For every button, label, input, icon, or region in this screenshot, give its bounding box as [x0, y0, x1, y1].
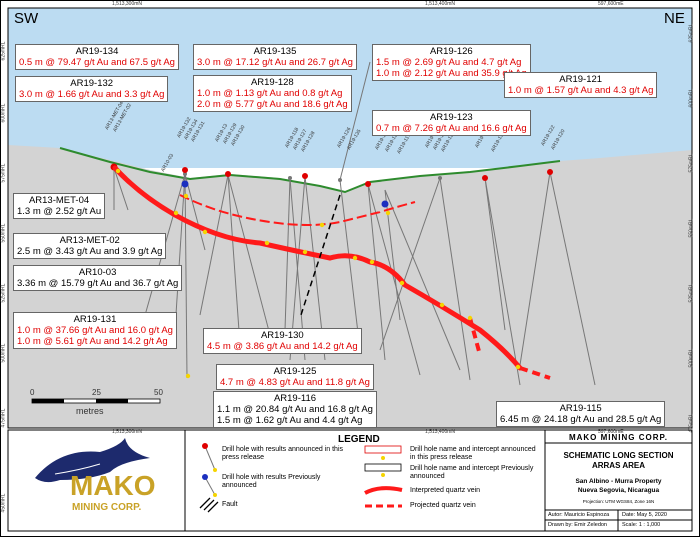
direction-sw: SW	[14, 10, 39, 27]
tb-drawn: Drawn by: Emir Zeledon	[548, 522, 607, 528]
intercept-label-ar10-03: AR10-03 3.36 m @ 15.79 g/t Au and 36.7 g/…	[13, 265, 183, 291]
legend-item: Fault	[222, 501, 238, 508]
grid-label-bottom: 597,600mE	[598, 429, 624, 435]
intercept-label-ar19-134: AR19-134 0.5 m @ 79.47 g/t Au and 67.5 g/…	[15, 44, 179, 70]
intercept-label-ar19-131: AR19-131 1.0 m @ 37.66 g/t Au and 16.0 g/…	[13, 312, 177, 349]
intercept-markers	[115, 168, 521, 379]
legend-item: Drill hole name and intercept announced …	[410, 446, 536, 461]
elevation-label: 525mRL	[0, 283, 7, 303]
elevation-label: 625mRL	[0, 41, 7, 61]
scale-tick-0: 0	[30, 388, 35, 397]
grid-label-bottom: 1,513,400mN	[425, 429, 456, 435]
elevation-label: 525mRL	[688, 283, 695, 303]
elevation-label: 575mRL	[0, 163, 7, 183]
bottom-panel	[7, 429, 693, 532]
tb-date: Date: May 5, 2020	[622, 512, 667, 518]
projected-quartz-vein	[519, 366, 551, 380]
scale-tick-25: 25	[92, 388, 101, 397]
intercept-label-ar13-met-04: AR13-MET-04 1.3 m @ 2.52 g/t Au	[13, 193, 106, 219]
intercept-label-ar13-met-02: AR13-MET-02 2.5 m @ 3.43 g/t Au and 3.9 g…	[13, 233, 167, 259]
elevation-label: 625mRL	[688, 23, 695, 43]
elevation-label: 550mRL	[688, 218, 695, 238]
projected-quartz-vein	[468, 317, 482, 356]
elevation-label: 600mRL	[0, 103, 7, 123]
legend-item: Interpreted quartz vein	[410, 487, 481, 494]
intercept-label-ar19-135: AR19-135 3.0 m @ 17.12 g/t Au and 26.7 g/…	[193, 44, 357, 70]
grid-label-top: 597,600mE	[598, 1, 624, 7]
grid-label-bottom: 1,513,300mN	[112, 429, 143, 435]
scale-tick-50: 50	[154, 388, 163, 397]
intercept-label-ar19-121: AR19-121 1.0 m @ 1.57 g/t Au and 4.3 g/t …	[504, 72, 658, 98]
legend-item: Drill hole name and intercept Previously…	[410, 465, 534, 480]
tb-projection: Projection: UTM WGS84, Zone 16N	[582, 499, 655, 504]
intercept-label-ar19-128: AR19-128 1.0 m @ 1.13 g/t Au and 0.8 g/t …	[193, 75, 352, 112]
grid-label-top: 1,513,300mN	[112, 1, 143, 7]
logo-sub: MINING CORP.	[72, 502, 142, 513]
legend-item: Drill hole with results announced in thi…	[222, 446, 344, 461]
scale-bar	[31, 398, 161, 404]
legend-item: Drill hole with results Previously annou…	[222, 474, 321, 489]
tb-company: MAKO MINING CORP.	[568, 433, 669, 442]
elevation-label: 475mRL	[0, 408, 7, 428]
tb-title2: ARRAS AREA	[591, 461, 646, 470]
new-hole-collars	[110, 163, 553, 187]
intercept-label-ar19-132: AR19-132 3.0 m @ 1.66 g/t Au and 3.3 g/t …	[15, 76, 169, 102]
direction-ne: NE	[664, 10, 685, 27]
legend-title: LEGEND	[338, 434, 380, 445]
tb-scale: Scale: 1 : 1,000	[622, 522, 661, 528]
mako-shark-logo	[35, 438, 150, 483]
interpreted-quartz-vein	[112, 165, 523, 371]
section-frame	[7, 7, 693, 429]
logo-name: MAKO	[70, 470, 156, 501]
elevation-label: 475mRL	[688, 413, 695, 433]
elevation-label: 500mRL	[0, 343, 7, 363]
intercept-label-ar19-130: AR19-130 4.5 m @ 3.86 g/t Au and 14.2 g/t…	[203, 328, 362, 354]
elevation-label: 575mRL	[688, 153, 695, 173]
legend-icons	[199, 443, 403, 513]
projected-quartz-vein-upper	[179, 194, 416, 226]
intercept-label-ar19-116: AR19-116 1.1 m @ 20.84 g/t Au and 16.8 g/…	[213, 391, 377, 428]
elevation-label: 450mRL	[0, 493, 7, 513]
tb-author: Autor: Mauricio Espinoza	[548, 512, 610, 518]
grid-label-top: 1,513,400mN	[425, 1, 456, 7]
scale-unit: metres	[76, 406, 104, 416]
tb-title1: SCHEMATIC LONG SECTION	[563, 451, 674, 460]
intercept-label-ar19-123: AR19-123 0.7 m @ 7.26 g/t Au and 16.6 g/t…	[372, 110, 531, 136]
tb-property2: Nueva Segovia, Nicaragua	[577, 487, 660, 494]
elevation-label: 600mRL	[688, 88, 695, 108]
elevation-label: 550mRL	[0, 223, 7, 243]
fault-line	[299, 194, 341, 319]
intercept-label-ar19-115: AR19-115 6.45 m @ 24.18 g/t Au and 28.5 g…	[496, 401, 666, 427]
old-hole-collar	[381, 200, 389, 208]
elevation-label: 500mRL	[688, 348, 695, 368]
old-hole-collar	[181, 180, 189, 188]
intercept-label-ar19-125: AR19-125 4.7 m @ 4.83 g/t Au and 11.8 g/t…	[216, 364, 374, 390]
tb-property1: San Albino - Murra Property	[575, 478, 662, 485]
topography-line	[59, 147, 561, 194]
legend-item: Projected quartz vein	[410, 502, 476, 509]
